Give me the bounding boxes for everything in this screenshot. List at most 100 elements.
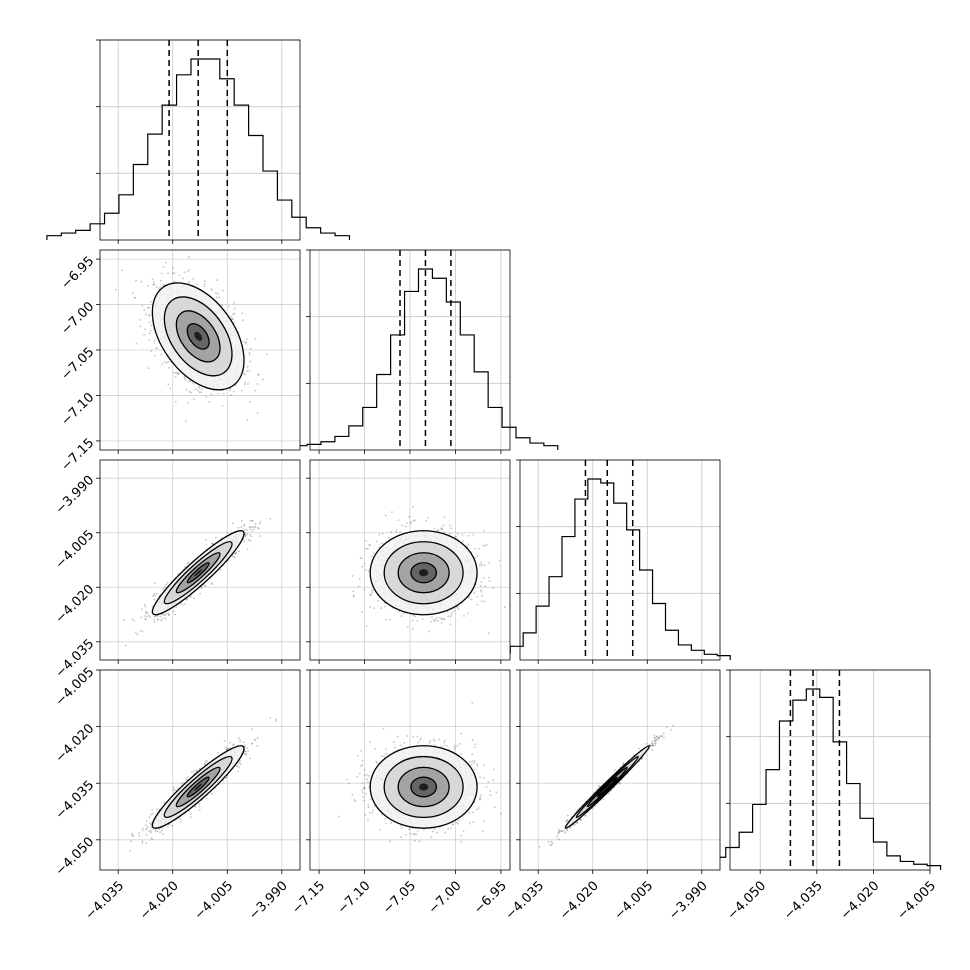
scatter-point [427,630,430,633]
scatter-point [205,395,208,398]
scatter-point [249,400,252,403]
scatter-point [153,619,156,621]
scatter-point [155,347,158,350]
contour-3 [186,322,210,350]
scatter-point [229,394,232,397]
scatter-point [161,363,163,366]
scatter-point [363,588,366,591]
scatter-point [492,586,494,589]
scatter-point [187,401,190,404]
scatter-point [135,279,137,282]
scatter-point [432,618,435,621]
scatter-point [251,526,254,528]
scatter-point [134,296,136,299]
scatter-point [488,561,490,564]
scatter-point [433,527,436,530]
scatter-point [246,533,249,536]
scatter-point [440,618,443,620]
scatter-point [140,280,143,283]
scatter-point [229,389,232,392]
scatter-point [360,557,363,560]
scatter-point [443,516,446,519]
scatter-point [155,615,157,617]
scatter-point [237,526,240,529]
scatter-point [154,594,157,597]
scatter-panel-0-3 [96,669,301,874]
scatter-point [372,588,374,591]
scatter-point [251,520,254,522]
scatter-point [156,830,159,833]
scatter-point [204,760,207,763]
scatter-point [138,835,141,837]
scatter-point [227,305,230,308]
scatter-point [253,528,256,531]
scatter-point [150,324,153,327]
scatter-point [258,522,261,525]
scatter-point [481,595,483,597]
scatter-point [195,769,198,772]
scatter-point [365,547,368,550]
scatter-point [153,354,156,357]
scatter-point [241,319,244,322]
scatter-panel-0-1 [96,249,301,454]
scatter-point [159,615,162,618]
histogram-panel-1 [292,249,559,454]
scatter-point [222,392,225,395]
scatter-point [503,606,506,609]
scatter-point [467,612,469,615]
scatter-point [234,552,236,555]
scatter-point [230,315,233,318]
scatter-point [187,380,190,383]
scatter-point [480,561,483,564]
scatter-point [148,314,151,317]
scatter-point [188,280,191,283]
contour-2 [397,552,450,594]
panel-background [100,40,300,240]
scatter-point [162,284,165,287]
panel-frame [729,669,931,871]
scatter-point [391,511,393,513]
scatter-point [405,522,408,524]
scatter-point [243,741,246,743]
scatter-point [369,593,372,596]
density-level-4 [419,569,429,577]
scatter-point [226,748,228,751]
panel-content [115,256,268,423]
scatter-point [232,744,235,747]
scatter-point [254,526,257,528]
scatter-point [244,753,247,756]
scatter-point [143,615,146,617]
scatter-point [480,591,483,593]
scatter-point [454,536,457,538]
scatter-point [481,600,483,602]
scatter-point [148,339,151,341]
scatter-point [388,618,391,621]
scatter-point [139,319,142,321]
scatter-point [184,420,187,423]
scatter-point [145,610,148,613]
scatter-point [397,519,400,522]
scatter-point [442,524,445,527]
scatter-point [164,261,167,264]
scatter-point [197,389,199,392]
scatter-point [154,582,156,585]
scatter-point [155,592,158,595]
scatter-point [190,391,193,394]
scatter-point [378,533,381,536]
panel-content [351,505,506,635]
scatter-point [149,329,152,332]
scatter-point [254,338,257,340]
scatter-point [200,391,203,394]
scatter-point [171,267,174,270]
scatter-point [162,614,165,616]
scatter-point [153,621,156,623]
scatter-point [160,272,163,275]
scatter-point [384,619,387,621]
scatter-point [159,279,162,282]
scatter-point [204,283,207,286]
scatter-point [178,274,181,277]
scatter-point [167,383,170,386]
scatter-point [482,529,485,532]
scatter-point [241,519,243,522]
scatter-point [151,809,154,811]
